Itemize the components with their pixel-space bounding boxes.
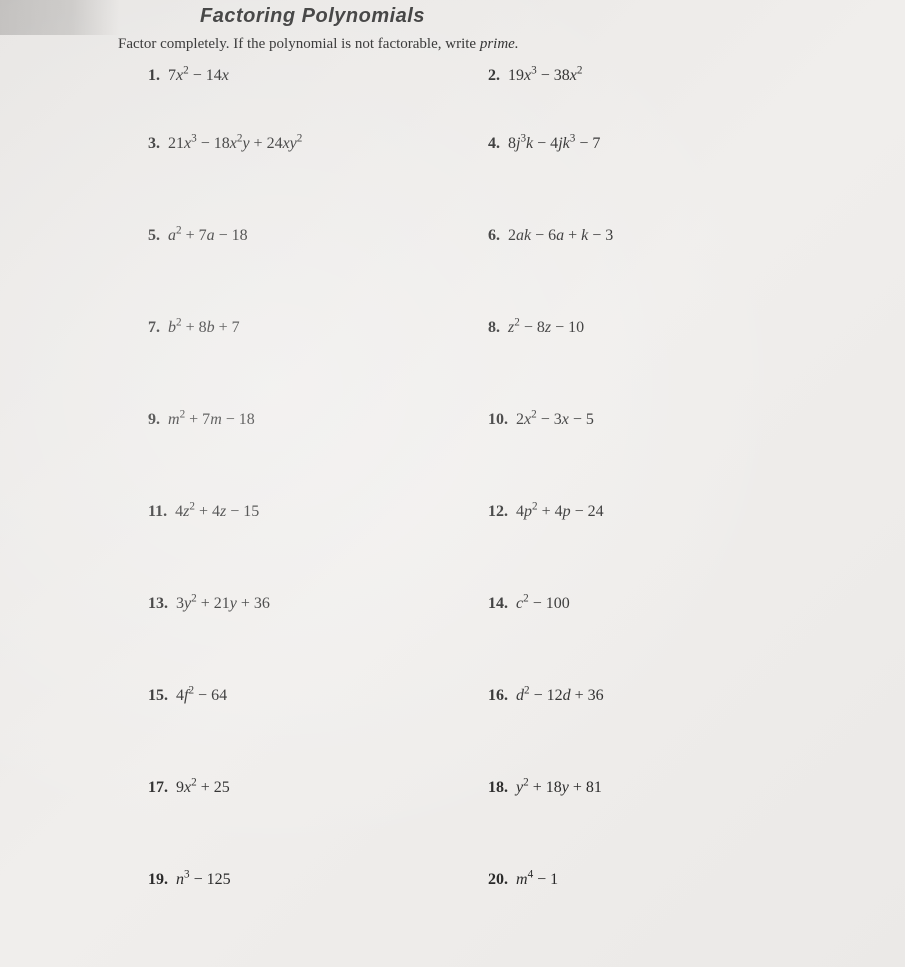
worksheet-title: Factoring Polynomials xyxy=(200,5,905,28)
problem-8: 8. z2 − 8z − 10 xyxy=(488,319,835,337)
problem-13: 13. 3y2 + 21y + 36 xyxy=(148,595,488,613)
page-corner-shadow xyxy=(0,0,120,35)
problem-number: 5. xyxy=(148,227,160,244)
problem-number: 15. xyxy=(148,687,168,704)
problem-9: 9. m2 + 7m − 18 xyxy=(148,411,488,429)
problem-20: 20. m4 − 1 xyxy=(488,871,835,889)
problem-number: 2. xyxy=(488,67,500,84)
problem-expression: 3y2 + 21y + 36 xyxy=(176,595,270,612)
problem-number: 8. xyxy=(488,319,500,336)
problem-expression: 8j3k − 4jk3 − 7 xyxy=(508,135,600,152)
problem-expression: m2 + 7m − 18 xyxy=(168,411,255,428)
problem-expression: b2 + 8b + 7 xyxy=(168,319,240,336)
problem-number: 16. xyxy=(488,687,508,704)
problem-16: 16. d2 − 12d + 36 xyxy=(488,687,835,705)
problem-number: 14. xyxy=(488,595,508,612)
problem-expression: 19x3 − 38x2 xyxy=(508,67,582,84)
problem-number: 9. xyxy=(148,411,160,428)
problem-expression: 7x2 − 14x xyxy=(168,67,229,84)
problem-1: 1. 7x2 − 14x xyxy=(148,67,488,85)
problem-number: 18. xyxy=(488,779,508,796)
worksheet-instructions: Factor completely. If the polynomial is … xyxy=(0,36,905,53)
problem-row: 3. 21x3 − 18x2y + 24xy2 4. 8j3k − 4jk3 −… xyxy=(148,135,835,153)
problem-row: 19. n3 − 125 20. m4 − 1 xyxy=(148,871,835,889)
problem-expression: c2 − 100 xyxy=(516,595,570,612)
problem-number: 12. xyxy=(488,503,508,520)
problem-expression: n3 − 125 xyxy=(176,871,231,888)
problem-number: 11. xyxy=(148,503,167,520)
problem-expression: 4p2 + 4p − 24 xyxy=(516,503,604,520)
problem-expression: m4 − 1 xyxy=(516,871,558,888)
problem-row: 7. b2 + 8b + 7 8. z2 − 8z − 10 xyxy=(148,319,835,337)
problem-expression: 9x2 + 25 xyxy=(176,779,230,796)
problem-7: 7. b2 + 8b + 7 xyxy=(148,319,488,337)
problem-18: 18. y2 + 18y + 81 xyxy=(488,779,835,797)
instructions-text: Factor completely. If the polynomial is … xyxy=(118,36,480,52)
problem-14: 14. c2 − 100 xyxy=(488,595,835,613)
problem-number: 7. xyxy=(148,319,160,336)
problem-4: 4. 8j3k − 4jk3 − 7 xyxy=(488,135,835,153)
problem-number: 3. xyxy=(148,135,160,152)
problem-number: 4. xyxy=(488,135,500,152)
problem-expression: a2 + 7a − 18 xyxy=(168,227,248,244)
problem-row: 13. 3y2 + 21y + 36 14. c2 − 100 xyxy=(148,595,835,613)
problem-row: 1. 7x2 − 14x 2. 19x3 − 38x2 xyxy=(148,67,835,85)
problem-number: 20. xyxy=(488,871,508,888)
problem-row: 15. 4f2 − 64 16. d2 − 12d + 36 xyxy=(148,687,835,705)
problem-15: 15. 4f2 − 64 xyxy=(148,687,488,705)
problem-12: 12. 4p2 + 4p − 24 xyxy=(488,503,835,521)
problem-expression: 4f2 − 64 xyxy=(176,687,227,704)
problem-row: 17. 9x2 + 25 18. y2 + 18y + 81 xyxy=(148,779,835,797)
problem-number: 10. xyxy=(488,411,508,428)
problem-10: 10. 2x2 − 3x − 5 xyxy=(488,411,835,429)
problem-expression: 21x3 − 18x2y + 24xy2 xyxy=(168,135,302,152)
problem-number: 13. xyxy=(148,595,168,612)
problem-2: 2. 19x3 − 38x2 xyxy=(488,67,835,85)
problem-5: 5. a2 + 7a − 18 xyxy=(148,227,488,245)
problem-expression: z2 − 8z − 10 xyxy=(508,319,584,336)
problem-19: 19. n3 − 125 xyxy=(148,871,488,889)
problem-number: 17. xyxy=(148,779,168,796)
problem-17: 17. 9x2 + 25 xyxy=(148,779,488,797)
problem-3: 3. 21x3 − 18x2y + 24xy2 xyxy=(148,135,488,153)
problem-number: 6. xyxy=(488,227,500,244)
problem-expression: 4z2 + 4z − 15 xyxy=(175,503,259,520)
worksheet-header: Factoring Polynomials xyxy=(0,0,905,28)
problem-row: 5. a2 + 7a − 18 6. 2ak − 6a + k − 3 xyxy=(148,227,835,245)
problems-container: 1. 7x2 − 14x 2. 19x3 − 38x2 3. 21x3 − 18… xyxy=(0,67,905,889)
problem-row: 11. 4z2 + 4z − 15 12. 4p2 + 4p − 24 xyxy=(148,503,835,521)
problem-6: 6. 2ak − 6a + k − 3 xyxy=(488,227,835,245)
problem-expression: 2x2 − 3x − 5 xyxy=(516,411,594,428)
problem-expression: 2ak − 6a + k − 3 xyxy=(508,227,613,244)
problem-expression: y2 + 18y + 81 xyxy=(516,779,602,796)
instructions-emphasis: prime. xyxy=(480,36,519,52)
problem-number: 19. xyxy=(148,871,168,888)
problem-expression: d2 − 12d + 36 xyxy=(516,687,604,704)
problem-row: 9. m2 + 7m − 18 10. 2x2 − 3x − 5 xyxy=(148,411,835,429)
problem-number: 1. xyxy=(148,67,160,84)
problem-11: 11. 4z2 + 4z − 15 xyxy=(148,503,488,521)
